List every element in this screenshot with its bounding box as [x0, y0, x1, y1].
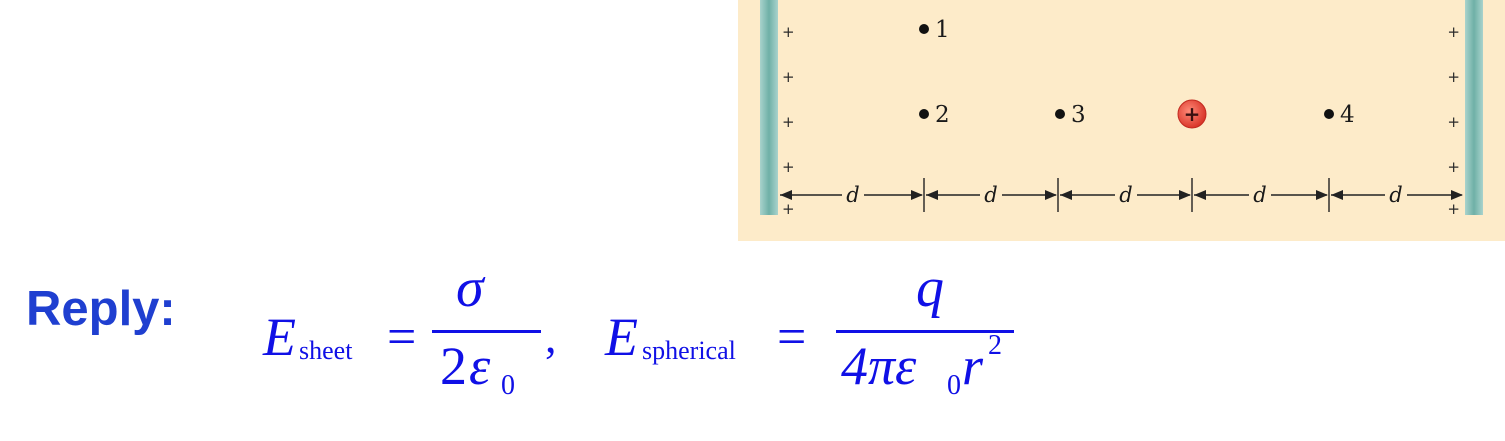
- eq2-numerator: q: [916, 257, 944, 319]
- eq1-numerator: σ: [456, 257, 484, 319]
- point-4-dot: [1324, 109, 1334, 119]
- field-diagram: + + + + + + + + + + 1 2 3 4 +: [738, 0, 1505, 241]
- eq2-lhs-subscript: spherical: [642, 336, 736, 365]
- left-plate-plus: +: [782, 200, 795, 218]
- dimension-segment-1: d: [780, 183, 923, 207]
- eq2-equals: =: [777, 309, 807, 366]
- equations: E sheet = σ 2 ε 0 , E spherical = q 4πε …: [255, 250, 1055, 430]
- eq1-den-subscript: 0: [501, 370, 515, 401]
- left-plate-plus: +: [782, 23, 795, 41]
- point-3-dot: [1055, 109, 1065, 119]
- point-1-dot: [919, 24, 929, 34]
- right-plate-plus: +: [1447, 158, 1460, 176]
- dimension-segment-2: d: [926, 183, 1057, 207]
- dimension-segment-3: d: [1060, 183, 1191, 207]
- eq1-equals: =: [387, 309, 417, 366]
- eq2-den-subscript: 0: [947, 370, 961, 401]
- diagram-svg: + + + + + + + + + + 1 2 3 4 +: [760, 0, 1483, 218]
- eq1-fraction-bar: [432, 330, 541, 333]
- point-1-label: 1: [935, 17, 950, 43]
- eq2-fraction-bar: [836, 330, 1014, 333]
- left-plate-plus: +: [782, 158, 795, 176]
- left-plate-plus: +: [782, 68, 795, 86]
- eq2-den-exponent: 2: [988, 330, 1002, 361]
- dimension-segment-4: d: [1194, 183, 1328, 207]
- spacing-label: d: [1253, 183, 1266, 207]
- point-4-label: 4: [1340, 102, 1355, 128]
- spacing-label: d: [984, 183, 997, 207]
- eq2-lhs: E: [605, 307, 638, 367]
- charge-sign: +: [1184, 102, 1201, 126]
- dimension-segment-5: d: [1331, 183, 1463, 207]
- eq1-lhs: E: [263, 307, 296, 367]
- right-plate-plus: +: [1447, 113, 1460, 131]
- left-plate: [760, 0, 778, 215]
- right-plate: [1465, 0, 1483, 215]
- eq1-den-symbol: ε: [469, 336, 491, 396]
- right-plate-plus: +: [1447, 68, 1460, 86]
- point-2-label: 2: [935, 102, 950, 128]
- spacing-label: d: [846, 183, 859, 207]
- eq2-den-r: r: [962, 336, 984, 396]
- eq2-den-text: 4πε: [841, 336, 917, 396]
- right-plate-plus: +: [1447, 23, 1460, 41]
- eq1-lhs-subscript: sheet: [299, 336, 353, 365]
- spacing-label: d: [1389, 183, 1402, 207]
- eq1-den-coeff: 2: [440, 336, 467, 396]
- charge-particle: [1177, 99, 1207, 129]
- spacing-label: d: [1119, 183, 1132, 207]
- eq1-separator: ,: [545, 311, 557, 362]
- point-3-label: 3: [1071, 102, 1086, 128]
- reply-label: Reply:: [26, 282, 176, 336]
- right-plate-plus: +: [1447, 200, 1460, 218]
- left-plate-plus: +: [782, 113, 795, 131]
- point-2-dot: [919, 109, 929, 119]
